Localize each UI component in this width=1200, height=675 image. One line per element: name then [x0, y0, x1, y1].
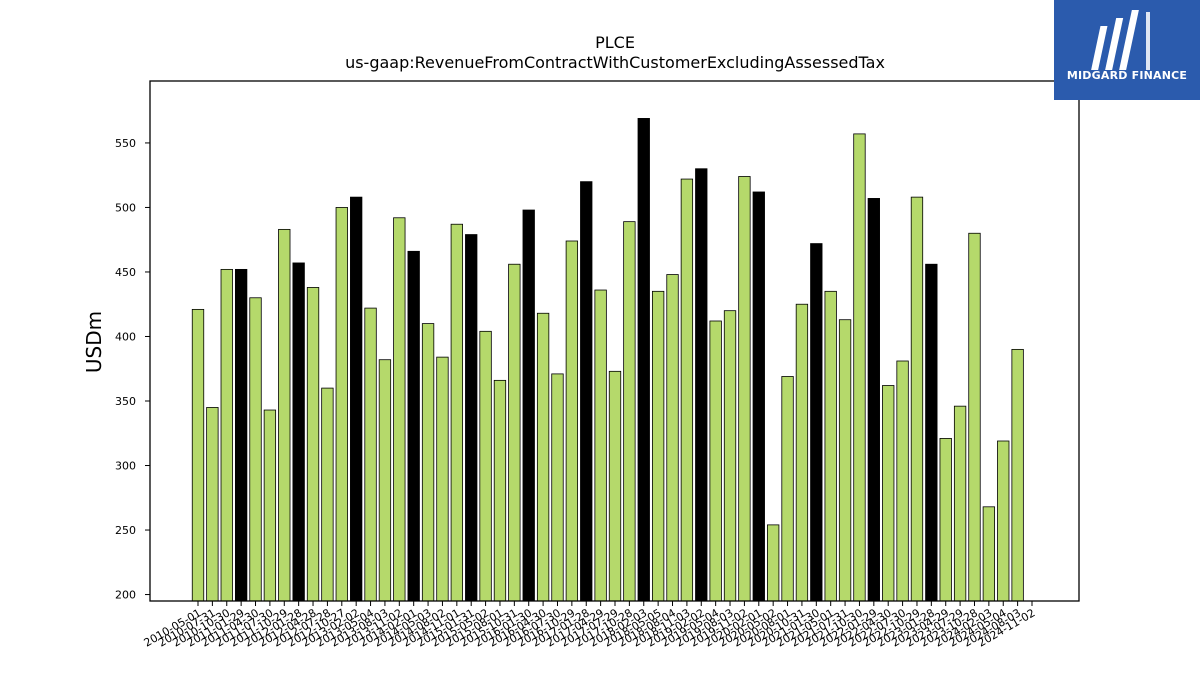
bar-2022-10-29 [910, 196, 924, 602]
bar-2013-02-02 [350, 196, 363, 602]
bar-2020-08-01 [781, 376, 794, 602]
bar-2018-08-04 [666, 274, 679, 602]
bar-2014-05-03 [421, 323, 435, 602]
bar-2021-01-30 [810, 243, 823, 602]
chart-subtitle: us-gaap:RevenueFromContractWithCustomerE… [345, 53, 885, 72]
brand-logo: MIDGARD FINANCE [1054, 0, 1200, 100]
logo-text: MIDGARD FINANCE [1066, 69, 1188, 82]
bar-2022-07-30 [896, 360, 909, 602]
bar-2023-10-28 [968, 232, 981, 602]
bar-2013-08-03 [378, 359, 392, 602]
chart-title: PLCE [595, 33, 635, 52]
bar-2013-11-02 [393, 217, 406, 602]
y-tick-label: 500 [115, 201, 136, 214]
bar-2011-04-30 [249, 297, 262, 602]
bar-2011-01-29 [234, 268, 248, 602]
bar-2012-01-28 [292, 262, 305, 602]
bar-2018-11-03 [680, 178, 694, 602]
bar-2018-02-03 [637, 118, 650, 602]
y-axis-label: USDm [82, 311, 106, 373]
bar-2020-05-02 [767, 524, 780, 602]
bar-2022-04-30 [882, 385, 895, 602]
bar-2012-07-28 [321, 387, 334, 602]
y-tick-label: 350 [115, 395, 136, 408]
y-tick-label: 300 [115, 460, 136, 473]
bar-2012-10-27 [335, 207, 348, 602]
bar-2015-10-31 [508, 263, 521, 602]
bar-2024-05-04 [997, 440, 1010, 602]
bar-2016-01-30 [522, 209, 535, 602]
bar-2019-05-04 [709, 320, 722, 602]
bar-2017-07-29 [608, 370, 622, 602]
x-axis-ticks: 2010-05-012010-07-312010-10-302011-01-29… [142, 601, 1038, 650]
bar-2020-02-01 [752, 191, 765, 602]
bar-2010-05-01 [191, 308, 205, 602]
bar-2020-10-31 [795, 303, 809, 602]
bar-2010-10-30 [220, 268, 233, 602]
bar-2023-01-28 [925, 263, 938, 602]
bar-2024-08-03 [1011, 348, 1024, 602]
bar-2016-04-30 [536, 312, 550, 602]
bar-2015-05-02 [479, 330, 492, 602]
bar-2015-08-01 [493, 379, 507, 602]
bar-2017-01-28 [580, 181, 593, 602]
bar-2016-07-30 [551, 373, 564, 602]
bar-2017-10-28 [623, 221, 636, 602]
bar-2023-04-29 [939, 438, 952, 602]
y-tick-label: 550 [115, 137, 136, 150]
bar-2021-10-30 [853, 133, 866, 602]
bar-2014-02-01 [407, 250, 420, 602]
bar-2019-11-02 [738, 176, 751, 602]
bar-2016-10-29 [565, 240, 579, 602]
bar-2021-05-01 [824, 290, 837, 602]
bar-2024-02-03 [982, 506, 996, 602]
y-tick-label: 250 [115, 524, 136, 537]
bar-2014-11-01 [450, 223, 463, 602]
y-tick-label: 400 [115, 330, 136, 343]
bar-2015-01-31 [465, 234, 478, 602]
bar-2019-02-02 [695, 168, 708, 602]
bar-2010-07-31 [206, 407, 219, 602]
bar-2023-07-29 [953, 405, 967, 602]
bar-2021-07-31 [838, 319, 852, 602]
y-tick-label: 200 [115, 589, 136, 602]
bar-series [191, 118, 1024, 602]
bar-2011-07-30 [263, 409, 277, 602]
y-tick-label: 450 [115, 266, 136, 279]
bar-2011-10-29 [278, 228, 291, 602]
bar-2022-01-29 [867, 198, 880, 602]
bar-2012-04-28 [306, 287, 320, 602]
plot-frame [149, 80, 1080, 602]
bar-2019-08-03 [723, 310, 737, 602]
bar-2018-05-05 [651, 290, 665, 602]
bar-2013-05-04 [364, 307, 377, 602]
y-axis-ticks: 200 250 300 350 400 450 500 550 [115, 137, 150, 602]
bar-2014-08-02 [436, 356, 449, 602]
bar-2017-04-29 [594, 289, 607, 602]
midgard-logo-icon [1091, 10, 1150, 70]
